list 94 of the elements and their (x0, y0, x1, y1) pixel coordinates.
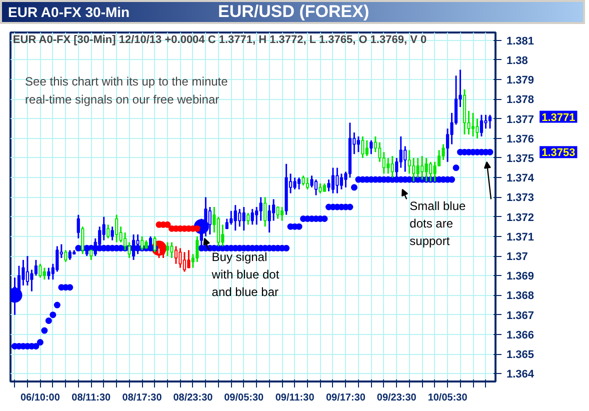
candlestick (293, 176, 296, 190)
candlestick (166, 242, 170, 257)
y-tick-label: 1.376 (506, 133, 534, 146)
y-tick-label: 1.37 (506, 251, 528, 264)
y-tick-label: 1.374 (506, 172, 535, 185)
candlestick (340, 172, 344, 190)
candlestick (76, 214, 80, 240)
candlestick (382, 151, 386, 174)
candlestick (336, 167, 339, 194)
x-tick-label: 08/11:30 (72, 392, 112, 404)
candlestick (238, 208, 242, 228)
y-tick-label: 1.38 (506, 54, 528, 67)
y-tick-label: 1.377 (506, 114, 534, 126)
candlestick (242, 206, 246, 232)
candlestick (471, 112, 475, 138)
candlestick (34, 259, 38, 276)
y-tick-label: 1.373 (506, 192, 534, 204)
candlestick (356, 136, 360, 153)
candlestick (102, 216, 106, 242)
candlestick (178, 247, 182, 269)
candlestick (310, 174, 314, 188)
candlestick (331, 167, 335, 194)
candlestick (106, 224, 110, 240)
chart-subtitle: EUR A0-FX 30-Min (8, 3, 131, 22)
x-tick-label: 09/11:30 (275, 392, 315, 404)
y-tick-label: 1.368 (506, 290, 534, 302)
candlestick (318, 182, 322, 194)
candlestick (234, 204, 237, 232)
x-tick-label: 08/17:30 (122, 392, 162, 404)
x-tick-label: 06/10:00 (20, 392, 60, 404)
candlestick (399, 136, 402, 169)
candlestick (264, 196, 267, 228)
candlestick (297, 176, 301, 190)
candlestick (115, 214, 118, 244)
candlestick (314, 178, 318, 196)
candlestick (250, 208, 254, 226)
candlestick (196, 236, 199, 263)
candlestick (361, 136, 364, 159)
candlestick (365, 140, 368, 157)
candlestick (404, 145, 407, 172)
candlestick (408, 149, 411, 174)
x-tick-label: 09/17:30 (326, 392, 366, 404)
candlestick (170, 242, 174, 259)
candlestick (386, 157, 390, 174)
y-tick-label: 1.378 (506, 94, 534, 106)
candlestick (187, 249, 190, 269)
candlestick (230, 210, 233, 226)
candlestick (480, 114, 484, 138)
candlestick (246, 212, 250, 226)
candlestick (47, 267, 50, 280)
candlestick (255, 206, 258, 226)
candlestick (268, 204, 271, 234)
y-tick-label: 1.379 (506, 74, 534, 87)
y-tick-label: 1.372 (506, 212, 534, 224)
candlestick (38, 263, 42, 278)
candlestick (327, 178, 330, 192)
candlestick (306, 176, 310, 190)
candlestick (259, 196, 262, 222)
y-tick-label: 1.371 (506, 231, 534, 244)
x-tick-label: 09/05:30 (224, 392, 264, 404)
y-tick-label: 1.365 (506, 349, 534, 362)
candlestick (110, 226, 114, 242)
x-tick-label: 10/05:30 (428, 392, 468, 404)
candlestick (225, 218, 228, 230)
y-tick-label: 1.364 (506, 368, 535, 381)
candlestick (488, 114, 492, 130)
annotation: Buy signal with blue dot and blue bar (210, 250, 280, 300)
text: 1.3753 (542, 147, 576, 160)
candlestick (174, 245, 178, 265)
candlestick (302, 174, 305, 186)
x-tick-label: 08/23:30 (173, 392, 214, 404)
y-tick-label: 1.367 (506, 310, 534, 322)
annotation: EUR A0-FX [30-Min] 12/10/13 +0.0004 C 1.3771, H 1.3772, L 1.3765, O 1.3769, V 0 (12, 34, 427, 46)
candlestick (370, 140, 373, 155)
candlestick (276, 206, 280, 220)
candlestick (484, 114, 488, 130)
candlestick (280, 206, 284, 222)
candlestick (42, 267, 46, 280)
annotation: See this chart with its up to the minute real-time signals on our free webinar (25, 74, 228, 107)
text: 1.3771 (542, 112, 576, 124)
x-tick-label: 09/23:30 (376, 392, 417, 404)
candlestick (140, 236, 144, 251)
candlestick (56, 245, 59, 272)
y-tick-label: 1.369 (506, 270, 534, 283)
y-tick-label: 1.375 (506, 152, 534, 165)
chart-title: EUR/USD (FOREX) (218, 0, 370, 23)
y-tick-label: 1.366 (506, 329, 534, 342)
candlestick (26, 255, 30, 286)
annotation: Small blue dots are support (410, 199, 466, 248)
candlestick (182, 251, 186, 272)
candlestick (272, 198, 276, 222)
y-tick-label: 1.381 (506, 35, 534, 48)
candlestick (64, 249, 68, 263)
candlestick (68, 249, 72, 261)
